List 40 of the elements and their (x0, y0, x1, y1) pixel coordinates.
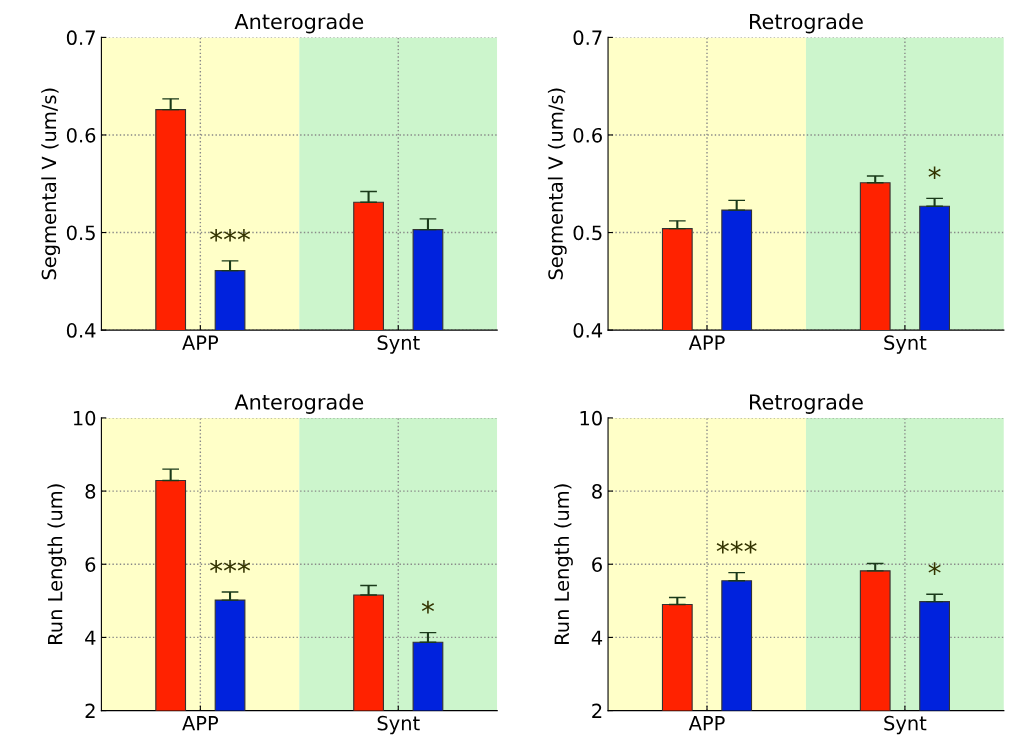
y-tick-label: 0.7 (66, 30, 95, 46)
y-tick-label: 6 (85, 557, 96, 572)
y-tick-label: 10 (580, 410, 602, 426)
y-tick-label: 0.6 (66, 127, 96, 143)
data-label: *** (210, 228, 251, 242)
chart-title: Retrograde (750, 13, 863, 34)
chart-title: Anterograde (234, 13, 364, 34)
x-tick-label: APP (182, 716, 219, 731)
data-label: * (421, 600, 435, 614)
x-tick-label: Synt (884, 715, 927, 735)
y-axis-title: Segmental V (um/s) (547, 88, 567, 280)
y-tick-label: 8 (592, 484, 602, 499)
chart-title: Retrograde (750, 393, 863, 414)
y-tick-label: 8 (85, 484, 96, 499)
data-label: * (928, 166, 941, 180)
y-tick-label: 0.6 (573, 127, 602, 143)
x-tick-label: APP (688, 716, 725, 731)
y-axis-title: Run Length (um) (554, 484, 573, 644)
x-tick-label: Synt (884, 335, 927, 354)
y-tick-label: 2 (592, 703, 602, 718)
chart-title: Anterograde (234, 393, 364, 414)
y-tick-label: 0.5 (66, 225, 95, 241)
data-label: *** (716, 540, 757, 554)
y-tick-label: 0.4 (573, 323, 603, 338)
x-tick-label: Synt (377, 335, 420, 354)
x-tick-label: APP (688, 335, 725, 350)
y-tick-label: 2 (85, 703, 95, 718)
y-tick-label: 0.5 (573, 225, 602, 241)
data-label: *** (210, 560, 251, 573)
y-axis-title: Segmental V (um/s) (41, 88, 61, 280)
y-axis-title: Run Length (um) (47, 484, 67, 644)
y-tick-label: 10 (73, 410, 96, 426)
y-tick-label: 6 (592, 557, 602, 572)
y-tick-label: 4 (85, 630, 96, 645)
y-tick-label: 0.7 (573, 30, 602, 46)
y-tick-label: 0.4 (66, 323, 96, 338)
data-label: * (928, 562, 941, 575)
x-tick-label: APP (182, 335, 219, 350)
x-tick-label: Synt (377, 715, 420, 735)
y-tick-label: 4 (591, 630, 603, 645)
